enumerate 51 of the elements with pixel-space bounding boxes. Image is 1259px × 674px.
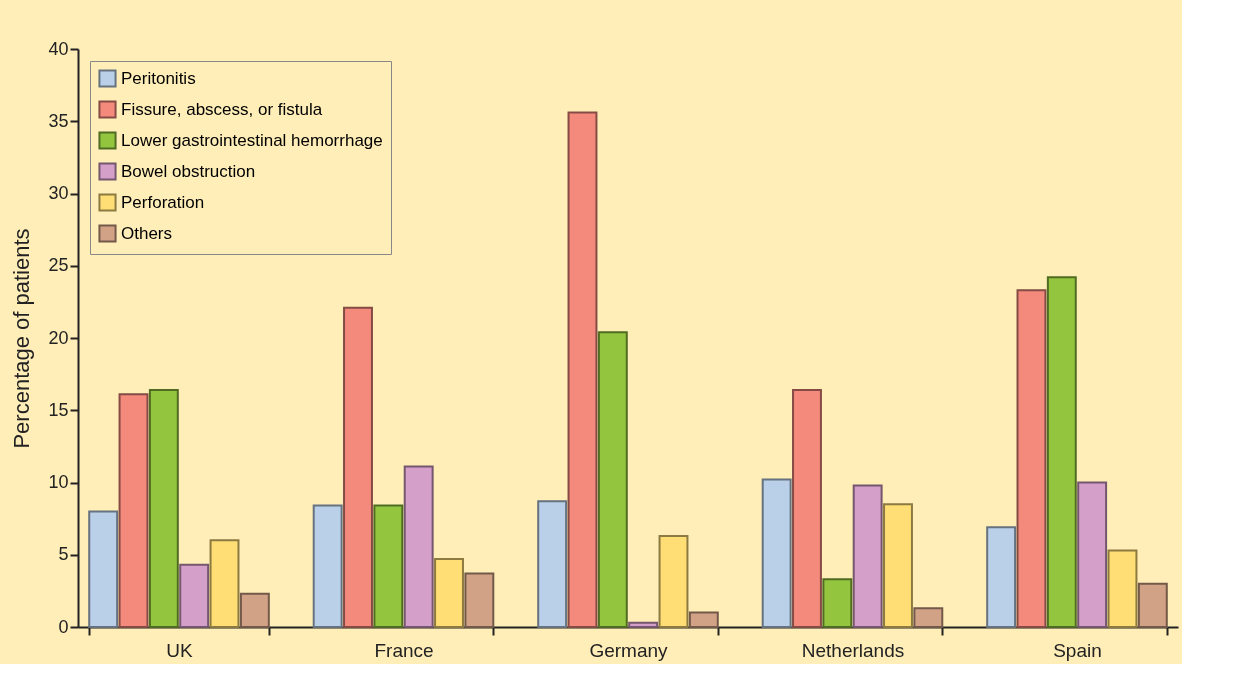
y-tick-label: 0 [58, 616, 69, 637]
bar [986, 526, 1017, 628]
y-tick-label: 35 [48, 110, 69, 131]
legend-label: Bowel obstruction [121, 161, 256, 181]
y-tick-label: 10 [48, 472, 69, 492]
y-tick-label: 25 [48, 255, 69, 276]
x-tick-label: Netherlands [801, 639, 905, 661]
bar [883, 503, 913, 628]
bar [1016, 289, 1047, 628]
bar [597, 331, 628, 628]
bar [343, 306, 373, 628]
y-axis-title: Percentage of patients [9, 228, 35, 449]
legend-label: Others [121, 223, 173, 243]
x-tick-label: France [374, 639, 434, 661]
legend-label: Lower gastrointestinal hemorrhage [121, 130, 383, 150]
y-tick-label: 5 [58, 544, 69, 565]
bar [179, 563, 210, 628]
bar [434, 558, 464, 628]
bar [822, 578, 853, 628]
bar [403, 465, 434, 628]
bar [209, 539, 240, 628]
legend-label: Perforation [121, 192, 205, 212]
bar [658, 534, 689, 628]
bar [148, 389, 179, 628]
legend-label: Peritonitis [121, 68, 196, 88]
x-tick-label: Spain [1053, 639, 1102, 661]
bar [312, 504, 343, 628]
bar [688, 611, 719, 628]
bar [373, 504, 404, 628]
bar [761, 478, 792, 628]
bar [792, 389, 822, 628]
legend-label: Fissure, abscess, or fistula [121, 99, 323, 119]
bar [913, 607, 944, 628]
bar [1077, 481, 1108, 628]
bar [1046, 276, 1077, 628]
bar [88, 510, 119, 628]
x-tick-label: Germany [589, 639, 669, 661]
y-tick-label: 40 [48, 38, 69, 59]
bar [464, 572, 495, 628]
bar [118, 393, 149, 628]
bar [537, 500, 568, 628]
bar [628, 621, 659, 628]
bar [852, 484, 883, 628]
bar [567, 111, 598, 628]
bar [239, 592, 270, 628]
y-tick-label: 20 [48, 327, 69, 348]
bar [1137, 582, 1168, 628]
bar [1107, 549, 1138, 628]
x-tick-label: UK [166, 639, 194, 661]
y-tick-label: 30 [48, 183, 69, 203]
y-tick-label: 15 [48, 399, 69, 420]
